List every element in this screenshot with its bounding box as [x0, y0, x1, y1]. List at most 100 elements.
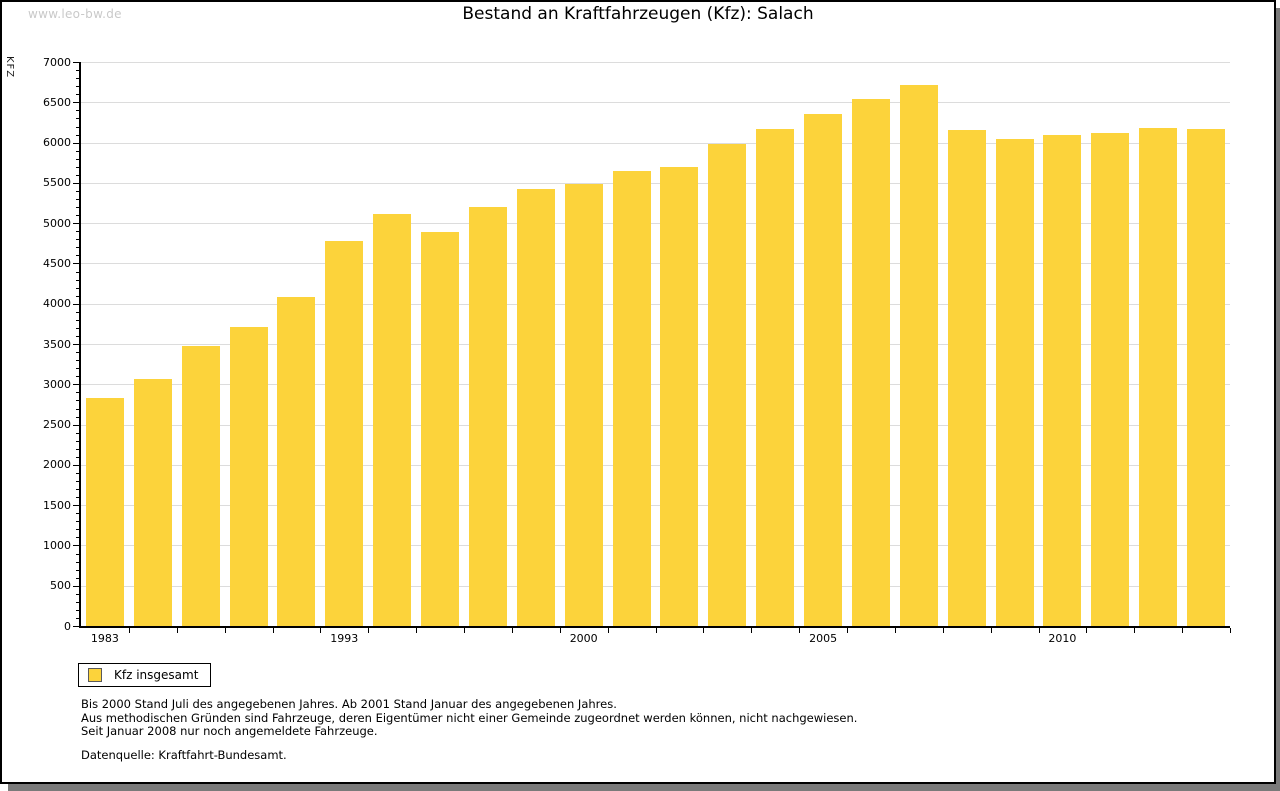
- bar-2011: [1091, 132, 1130, 626]
- x-tick: [224, 628, 226, 633]
- y-tick-label: 3000: [43, 377, 71, 391]
- y-major-tick: [73, 263, 81, 265]
- y-minor-tick: [76, 231, 81, 233]
- x-tick: [894, 628, 896, 633]
- x-tick-label-2005: 2005: [809, 632, 838, 645]
- x-axis-line: [79, 626, 1230, 628]
- x-tick: [1134, 628, 1136, 633]
- y-minor-tick: [76, 255, 81, 257]
- y-minor-tick: [76, 94, 81, 96]
- y-major-tick: [73, 585, 81, 587]
- x-tick: [176, 628, 178, 633]
- y-minor-tick: [76, 190, 81, 192]
- bar-1983: [85, 398, 124, 626]
- y-major-tick: [73, 384, 81, 386]
- y-minor-tick: [76, 319, 81, 321]
- y-minor-tick: [76, 577, 81, 579]
- y-minor-tick: [76, 569, 81, 571]
- bar-2000: [564, 183, 603, 626]
- y-minor-tick: [76, 335, 81, 337]
- y-tick-label: 6500: [43, 95, 71, 109]
- x-tick: [847, 628, 848, 633]
- y-minor-tick: [76, 126, 81, 128]
- y-tick-label: 3500: [43, 337, 71, 351]
- x-tick: [1182, 628, 1184, 633]
- y-gridline: [81, 424, 1230, 426]
- y-major-tick: [73, 505, 81, 507]
- y-major-tick: [73, 142, 81, 144]
- y-axis-title: KFZ: [4, 56, 15, 79]
- x-tick: [368, 628, 370, 633]
- x-tick-label-2000: 2000: [569, 632, 598, 645]
- y-tick-label: 1500: [43, 498, 71, 512]
- y-minor-tick: [76, 271, 81, 273]
- y-minor-tick: [76, 247, 81, 249]
- footnote-line: Aus methodischen Gründen sind Fahrzeuge,…: [81, 710, 858, 725]
- y-minor-tick: [76, 311, 81, 313]
- y-minor-tick: [76, 400, 81, 402]
- legend-label: Kfz insgesamt: [114, 668, 199, 682]
- bar-2001: [612, 170, 651, 626]
- y-minor-tick: [76, 199, 81, 200]
- watermark: www.leo-bw.de: [28, 7, 122, 21]
- y-minor-tick: [76, 207, 81, 208]
- legend-swatch-icon: [88, 668, 102, 682]
- y-tick-label: 4500: [43, 256, 71, 270]
- y-minor-tick: [76, 78, 81, 80]
- x-tick: [751, 628, 753, 633]
- bar-2003: [708, 144, 747, 626]
- y-major-tick: [73, 344, 81, 345]
- y-minor-tick: [76, 561, 81, 563]
- x-tick: [942, 628, 944, 633]
- bar-1997: [421, 232, 460, 626]
- y-minor-tick: [76, 376, 81, 378]
- x-tick: [320, 628, 322, 633]
- frame-shadow-bottom: [8, 784, 1280, 791]
- y-gridline: [81, 263, 1230, 265]
- x-tick: [1086, 628, 1088, 633]
- y-gridline: [81, 142, 1230, 144]
- footnote-line: Bis 2000 Stand Juli des angegebenen Jahr…: [81, 697, 617, 711]
- y-tick-label: 5500: [43, 176, 71, 190]
- y-tick-label: 1000: [43, 538, 71, 552]
- bar-2009: [995, 138, 1034, 626]
- bar-1985: [133, 378, 172, 626]
- y-major-tick: [73, 62, 81, 63]
- bar-1999: [516, 189, 555, 626]
- x-tick: [272, 628, 274, 633]
- bar-1995: [373, 214, 412, 626]
- bar-2006: [851, 99, 890, 626]
- y-minor-tick: [76, 174, 81, 176]
- y-tick-label: 2000: [43, 458, 71, 472]
- x-tick: [559, 628, 561, 633]
- y-minor-tick: [76, 70, 81, 72]
- y-minor-tick: [76, 456, 81, 458]
- x-tick-label-1993: 1993: [330, 632, 359, 645]
- y-minor-tick: [76, 553, 81, 555]
- chart-title: Bestand an Kraftfahrzeugen (Kfz): Salach: [462, 4, 814, 24]
- y-tick-label: 2500: [43, 418, 71, 432]
- bar-2007: [899, 85, 938, 626]
- y-minor-tick: [76, 481, 81, 482]
- y-minor-tick: [76, 166, 81, 168]
- x-tick: [128, 628, 130, 633]
- y-minor-tick: [76, 593, 81, 595]
- x-tick-label-1983: 1983: [90, 632, 119, 645]
- y-minor-tick: [76, 472, 81, 474]
- y-minor-tick: [76, 408, 81, 410]
- x-tick: [703, 628, 705, 633]
- bar-1991: [277, 297, 316, 626]
- y-minor-tick: [76, 279, 81, 281]
- bar-2012: [1139, 127, 1178, 626]
- bar-2005: [804, 114, 843, 626]
- y-major-tick: [73, 223, 81, 225]
- y-minor-tick: [76, 158, 81, 160]
- legend: Kfz insgesamt: [78, 663, 212, 687]
- x-tick: [1038, 628, 1040, 633]
- bar-2002: [660, 167, 699, 626]
- y-gridline: [81, 102, 1230, 104]
- bar-2004: [756, 129, 795, 626]
- y-major-tick: [73, 102, 81, 104]
- x-tick: [990, 628, 992, 633]
- y-tick-label: 6000: [43, 136, 71, 150]
